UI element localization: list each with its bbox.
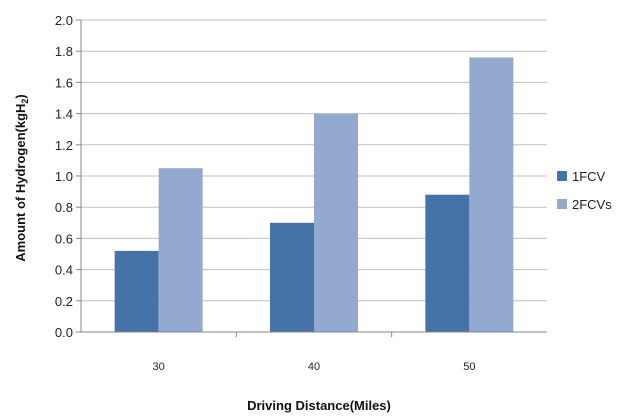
bar-1FCV-50 [425, 194, 470, 332]
y-axis-title-subscript: 2 [20, 99, 30, 104]
bars [114, 57, 514, 332]
bar-2FCVs-50 [469, 57, 514, 332]
y-axis-title-main: Amount of Hydrogen(kgH [13, 104, 28, 262]
bar-1FCV-30 [114, 250, 159, 332]
y-tick-label: 1.0 [55, 169, 73, 184]
y-tick-label: 1.6 [55, 75, 73, 90]
bar-2FCVs-40 [314, 113, 358, 332]
y-axis-title-close: ) [13, 94, 28, 98]
legend: 1FCV 2FCVs [557, 169, 612, 212]
y-tick-label: 2.0 [55, 13, 73, 28]
y-tick-label: 0.8 [55, 200, 73, 215]
y-tick-label: 0.4 [55, 263, 73, 278]
bar-2FCVs-30 [158, 168, 203, 332]
y-tick-label: 1.4 [55, 107, 73, 122]
legend-swatch-2FCVs [557, 199, 567, 209]
bar-1FCV-40 [270, 222, 314, 332]
x-tick-label: 50 [463, 361, 475, 373]
legend-label-1FCV: 1FCV [572, 169, 606, 184]
y-tick-label: 0.0 [55, 325, 73, 340]
y-tick-label: 0.6 [55, 231, 73, 246]
y-axis-title: Amount of Hydrogen(kgH2) [13, 94, 30, 262]
y-tick-label: 1.8 [55, 44, 73, 59]
legend-swatch-1FCV [557, 171, 567, 181]
x-tick-label: 30 [153, 361, 165, 373]
legend-label-2FCVs: 2FCVs [572, 197, 612, 212]
axes [80, 20, 547, 333]
y-axis-ticks: 0.0 0.2 0.4 0.6 0.8 1.0 1.2 1.4 1.6 1.8 2.0 [55, 13, 81, 340]
y-tick-label: 0.2 [55, 294, 73, 309]
x-tick-label: 40 [308, 361, 320, 373]
y-tick-label: 1.2 [55, 138, 73, 153]
x-axis-ticks: 30 40 50 [153, 332, 475, 373]
x-axis-title: Driving Distance(Miles) [247, 398, 391, 413]
